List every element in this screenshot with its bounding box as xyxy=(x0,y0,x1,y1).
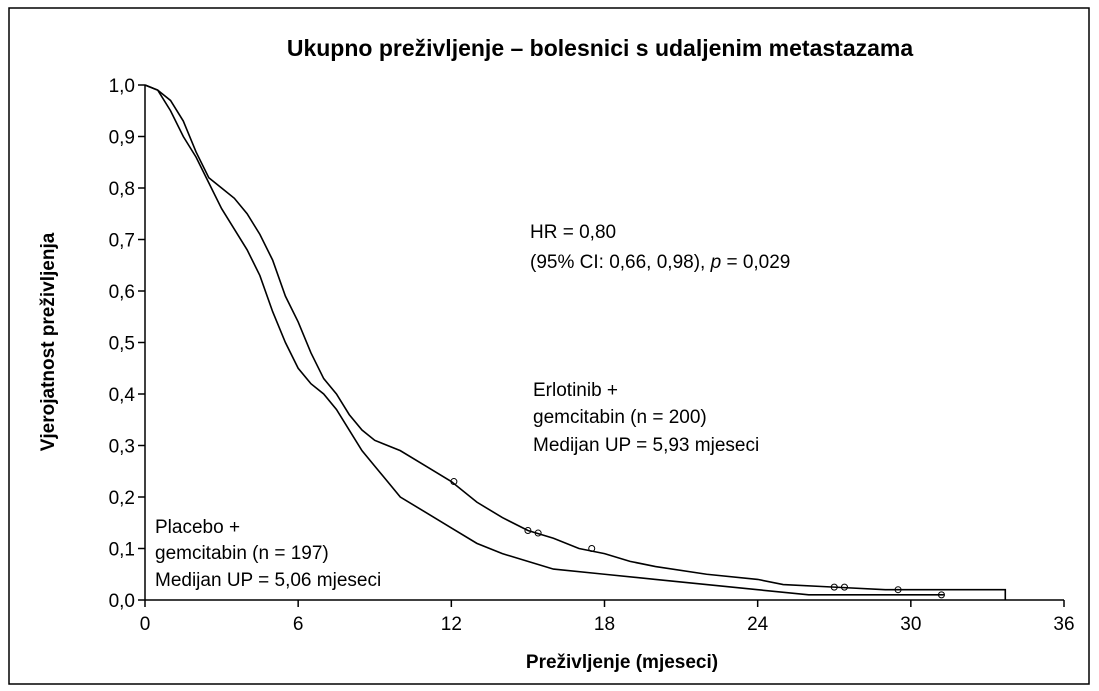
x-tick-label: 24 xyxy=(747,614,769,635)
y-tick-label: 0,8 xyxy=(109,179,135,200)
x-tick-label: 12 xyxy=(441,614,462,635)
annotation-part: p xyxy=(710,252,722,273)
censor-mark xyxy=(830,583,838,591)
annotation-line: gemcitabin (n = 200) xyxy=(533,407,707,428)
annotation-line: Medijan UP = 5,06 mjeseci xyxy=(155,570,381,591)
annotation-line: gemcitabin (n = 197) xyxy=(155,543,329,564)
x-tick-label: 0 xyxy=(140,614,151,635)
y-tick-label: 1,0 xyxy=(109,76,135,97)
y-tick-label: 0,5 xyxy=(109,334,135,355)
y-axis-title: Vjerojatnost preživljenja xyxy=(38,232,59,451)
x-tick-label: 30 xyxy=(900,614,921,635)
frame xyxy=(8,7,1090,685)
y-tick-label: 0,7 xyxy=(109,231,135,252)
censor-mark xyxy=(524,526,532,534)
x-axis-title: Preživljenje (mjeseci) xyxy=(526,652,718,673)
chart-title: Ukupno preživljenje – bolesnici s udalje… xyxy=(287,35,914,61)
y-tick-label: 0,0 xyxy=(109,591,135,612)
annotation-line: Medijan UP = 5,93 mjeseci xyxy=(533,435,759,456)
annotation-line: (95% CI: 0,66, 0,98), p = 0,029 xyxy=(530,252,790,273)
x-tick-label: 18 xyxy=(594,614,615,635)
y-tick-label: 0,4 xyxy=(109,385,136,406)
x-tick-label: 6 xyxy=(293,614,304,635)
censor-mark xyxy=(840,583,848,591)
y-tick-label: 0,3 xyxy=(109,437,135,458)
censor-mark xyxy=(588,545,596,552)
annotation-line: Erlotinib + xyxy=(533,380,618,401)
y-tick-label: 0,1 xyxy=(109,540,135,561)
censor-mark xyxy=(450,478,458,486)
survival-curve xyxy=(144,84,1007,600)
annotation-line: HR = 0,80 xyxy=(530,222,616,243)
censor-mark xyxy=(894,586,902,594)
annotation-line: Placebo + xyxy=(155,517,240,538)
censor-mark xyxy=(534,529,542,537)
annotation-part: (95% CI: 0,66, 0,98), xyxy=(530,252,711,273)
x-tick-label: 36 xyxy=(1053,614,1074,635)
y-tick-label: 0,9 xyxy=(109,128,135,149)
y-tick-label: 0,6 xyxy=(109,282,135,303)
annotation-part: = 0,029 xyxy=(721,252,790,273)
y-tick-label: 0,2 xyxy=(109,488,135,509)
survival-curve xyxy=(144,84,945,596)
censor-mark xyxy=(937,591,945,599)
